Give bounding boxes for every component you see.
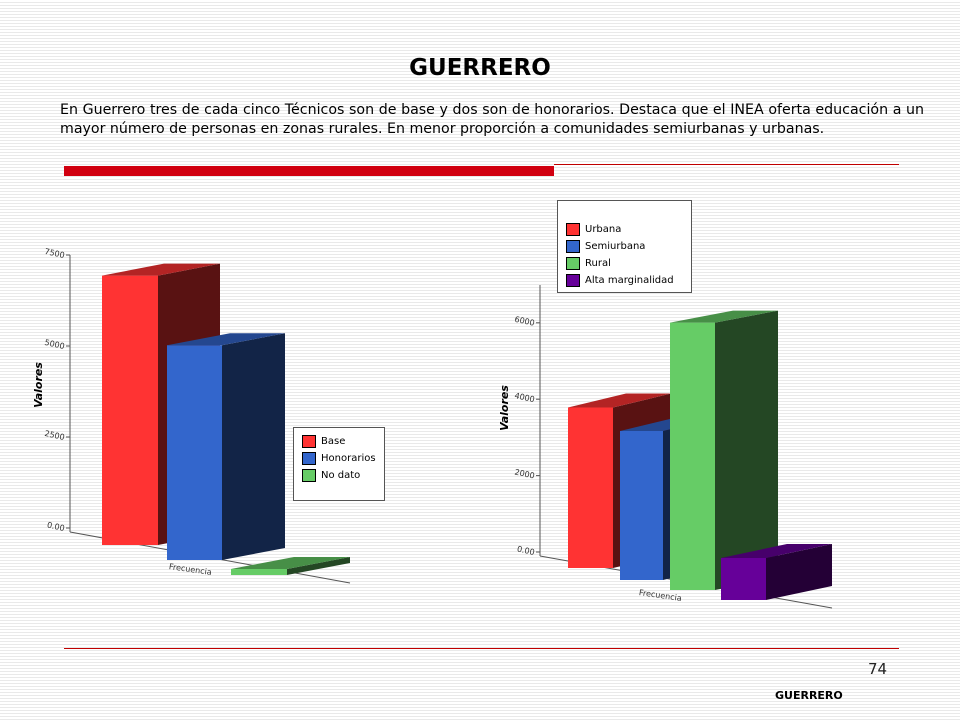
- legend-item-base: Base: [302, 433, 378, 450]
- bar-side: [222, 333, 285, 560]
- legend-swatch: [566, 240, 580, 253]
- page-title: GUERRERO: [409, 55, 551, 81]
- legend-label: Semiurbana: [585, 241, 646, 252]
- legend-swatch: [302, 452, 316, 465]
- y-tick-label: 0.00: [46, 520, 65, 533]
- bar-top: [167, 333, 285, 346]
- bar-honorarios: [167, 333, 285, 560]
- legend-personnel: Base Honorarios No dato: [293, 427, 385, 501]
- category-label: Frecuencia: [638, 588, 682, 603]
- y-axis-label: Valores: [498, 385, 511, 431]
- bar-front: [102, 275, 158, 545]
- bar-side: [715, 310, 778, 590]
- legend-item-honorarios: Honorarios: [302, 450, 378, 467]
- legend-item-no-dato: No dato: [302, 467, 378, 484]
- y-tick-label: 4000: [514, 391, 536, 404]
- legend-swatch: [566, 274, 580, 287]
- legend-label: Base: [321, 436, 346, 447]
- bar-alta-marginalidad: [721, 543, 832, 600]
- bar-front: [231, 569, 287, 575]
- legend-swatch: [302, 469, 316, 482]
- divider-bottom: [64, 648, 899, 649]
- legend-item-semiurbana: Semiurbana: [566, 238, 685, 255]
- y-tick-label: 2500: [44, 429, 66, 442]
- legend-label: Alta marginalidad: [585, 275, 674, 286]
- bar-front: [568, 407, 613, 568]
- divider-top: [554, 164, 899, 165]
- y-tick-label: 6000: [514, 315, 536, 328]
- legend-swatch: [566, 223, 580, 236]
- legend-zones: Urbana Semiurbana Rural Alta marginalida…: [557, 200, 692, 293]
- bar-front: [167, 345, 222, 560]
- y-tick-label: 7500: [44, 247, 66, 260]
- legend-label: Rural: [585, 258, 611, 269]
- legend-item-urbana: Urbana: [566, 221, 685, 238]
- bar-front: [620, 431, 663, 580]
- legend-label: Urbana: [585, 224, 622, 235]
- bar-top: [102, 263, 220, 276]
- page-number: 74: [868, 660, 888, 678]
- legend-swatch: [302, 435, 316, 448]
- bar-side: [766, 543, 832, 600]
- y-axis-label: Valores: [32, 362, 45, 408]
- legend-swatch: [566, 257, 580, 270]
- y-tick-label: 5000: [44, 338, 66, 351]
- bar-top: [231, 557, 350, 569]
- bar-front: [721, 557, 766, 600]
- bar-front: [670, 322, 715, 590]
- footer-label: GUERRERO: [775, 689, 843, 702]
- accent-bar: [64, 166, 554, 176]
- bar-top: [721, 543, 832, 558]
- legend-item-rural: Rural: [566, 255, 685, 272]
- bar-top: [670, 310, 778, 323]
- y-tick-label: 2000: [514, 468, 536, 481]
- intro-paragraph: En Guerrero tres de cada cinco Técnicos …: [60, 102, 924, 137]
- bar-no-dato: [231, 557, 350, 575]
- bar-side: [287, 557, 350, 575]
- legend-item-alta-marginalidad: Alta marginalidad: [566, 272, 685, 289]
- legend-label: Honorarios: [321, 453, 376, 464]
- y-tick-label: 0.00: [516, 544, 535, 557]
- legend-label: No dato: [321, 470, 361, 481]
- bar-rural: [670, 310, 778, 590]
- bar-top: [568, 393, 671, 408]
